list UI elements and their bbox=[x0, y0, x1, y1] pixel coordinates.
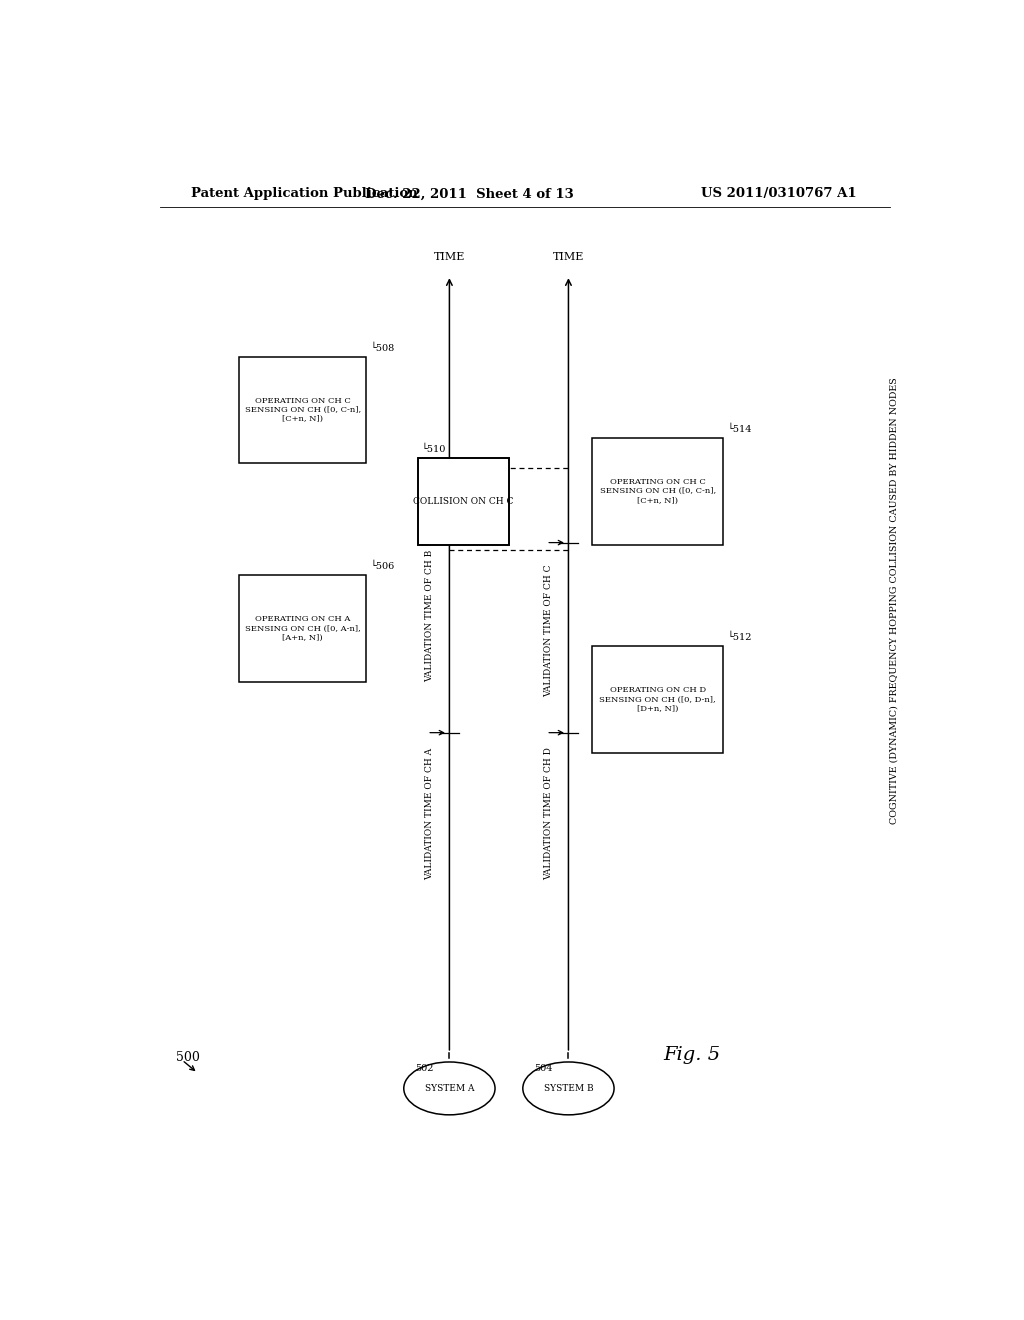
Text: VALIDATION TIME OF CH A: VALIDATION TIME OF CH A bbox=[425, 748, 434, 880]
FancyBboxPatch shape bbox=[240, 356, 367, 463]
Text: Dec. 22, 2011  Sheet 4 of 13: Dec. 22, 2011 Sheet 4 of 13 bbox=[365, 187, 573, 201]
FancyBboxPatch shape bbox=[592, 647, 723, 752]
Text: 502: 502 bbox=[416, 1064, 434, 1073]
Text: COGNITIVE (DYNAMIC) FREQUENCY HOPPING COLLISION CAUSED BY HIDDEN NODES: COGNITIVE (DYNAMIC) FREQUENCY HOPPING CO… bbox=[889, 378, 898, 824]
Text: OPERATING ON CH C
SENSING ON CH ([0, C-n],
[C+n, N]): OPERATING ON CH C SENSING ON CH ([0, C-n… bbox=[600, 478, 716, 504]
FancyBboxPatch shape bbox=[240, 576, 367, 682]
Text: └506: └506 bbox=[370, 562, 394, 572]
Text: COLLISION ON CH C: COLLISION ON CH C bbox=[413, 496, 513, 506]
Text: Fig. 5: Fig. 5 bbox=[663, 1045, 720, 1064]
Text: VALIDATION TIME OF CH D: VALIDATION TIME OF CH D bbox=[544, 747, 553, 880]
Text: VALIDATION TIME OF CH C: VALIDATION TIME OF CH C bbox=[544, 565, 553, 697]
Text: VALIDATION TIME OF CH B: VALIDATION TIME OF CH B bbox=[425, 549, 434, 682]
Text: 504: 504 bbox=[535, 1064, 553, 1073]
Ellipse shape bbox=[523, 1063, 614, 1115]
Text: Patent Application Publication: Patent Application Publication bbox=[191, 187, 418, 201]
Text: TIME: TIME bbox=[553, 252, 584, 263]
Text: TIME: TIME bbox=[434, 252, 465, 263]
Text: └510: └510 bbox=[422, 445, 446, 454]
Text: OPERATING ON CH D
SENSING ON CH ([0, D-n],
[D+n, N]): OPERATING ON CH D SENSING ON CH ([0, D-n… bbox=[599, 686, 716, 713]
Text: US 2011/0310767 A1: US 2011/0310767 A1 bbox=[701, 187, 856, 201]
Ellipse shape bbox=[403, 1063, 495, 1115]
FancyBboxPatch shape bbox=[418, 458, 509, 545]
Text: SYSTEM A: SYSTEM A bbox=[425, 1084, 474, 1093]
Text: OPERATING ON CH A
SENSING ON CH ([0, A-n],
[A+n, N]): OPERATING ON CH A SENSING ON CH ([0, A-n… bbox=[245, 615, 360, 642]
Text: └508: └508 bbox=[370, 343, 394, 352]
FancyBboxPatch shape bbox=[592, 438, 723, 545]
Text: OPERATING ON CH C
SENSING ON CH ([0, C-n],
[C+n, N]): OPERATING ON CH C SENSING ON CH ([0, C-n… bbox=[245, 397, 360, 424]
Text: └514: └514 bbox=[727, 425, 752, 434]
Text: └512: └512 bbox=[727, 632, 752, 643]
Text: 500: 500 bbox=[176, 1052, 200, 1064]
Text: SYSTEM B: SYSTEM B bbox=[544, 1084, 593, 1093]
